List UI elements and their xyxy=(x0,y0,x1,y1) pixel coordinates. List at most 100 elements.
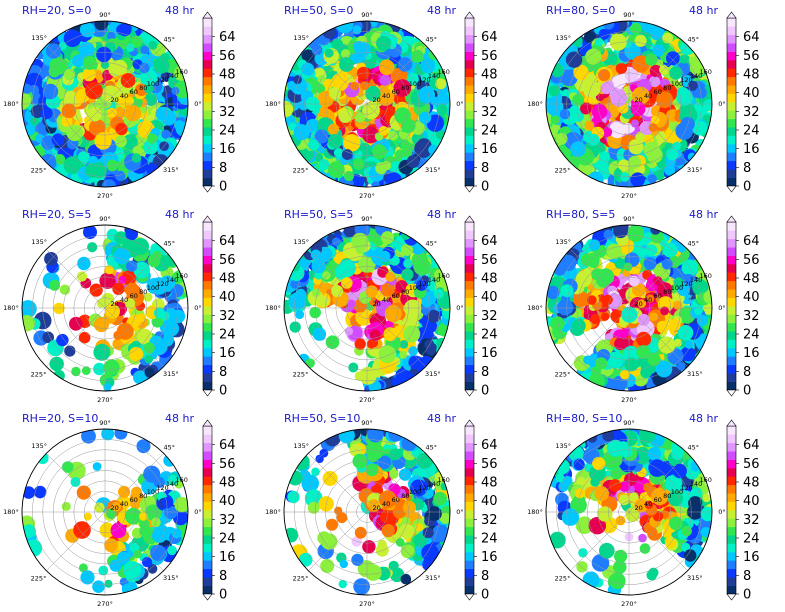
colorbar-segment xyxy=(727,102,736,111)
radial-tick-label: 100 xyxy=(671,284,683,292)
rain-cell xyxy=(284,100,294,118)
azimuth-label: 135° xyxy=(31,238,47,246)
rain-cell xyxy=(314,129,329,144)
rain-cell xyxy=(98,565,109,576)
rain-cell xyxy=(424,339,435,350)
rain-cell xyxy=(69,316,83,331)
rain-cell xyxy=(104,538,119,553)
colorbar-segment xyxy=(727,76,736,86)
colorbar-segment xyxy=(465,230,474,240)
radial-tick-label: 60 xyxy=(130,292,138,300)
colorbar-segment xyxy=(465,272,474,282)
rain-cell xyxy=(647,174,657,184)
rain-cell xyxy=(318,159,330,171)
rain-cell xyxy=(624,68,639,83)
rain-cell xyxy=(648,123,658,132)
colorbar-segment xyxy=(465,160,474,170)
polar-frame xyxy=(283,20,451,188)
azimuth-label: 315° xyxy=(425,166,441,174)
azimuth-label: 0° xyxy=(718,304,725,312)
radial-tick-label: 80 xyxy=(139,288,147,296)
azimuth-label: 270° xyxy=(97,600,113,608)
colorbar-segment xyxy=(203,152,212,162)
colorbar-segment xyxy=(727,314,736,324)
radial-tick-label: 20 xyxy=(372,300,380,308)
polar-chart: 20 40 60 80 1001201401600°45°90°135°180°225°… xyxy=(3,11,236,200)
rain-cell xyxy=(436,104,448,116)
rain-cell xyxy=(44,252,58,266)
rain-cell xyxy=(171,309,186,324)
rain-cell xyxy=(680,116,695,132)
azimuth-label: 270° xyxy=(621,192,637,200)
rain-cell xyxy=(403,258,413,269)
rain-cell xyxy=(344,327,354,336)
azimuth-spoke xyxy=(104,45,164,105)
rain-cell xyxy=(687,80,698,91)
rain-cell xyxy=(376,88,395,106)
colorbar-max-extend xyxy=(202,215,213,223)
rain-cell xyxy=(324,430,341,447)
colorbar-segment xyxy=(727,85,736,94)
colorbar-segment xyxy=(465,169,474,178)
rain-cell xyxy=(407,36,416,45)
rain-cell xyxy=(77,256,91,271)
colorbar-segment xyxy=(465,247,474,256)
colorbar-segment xyxy=(203,297,212,307)
colorbar-segment xyxy=(203,34,212,44)
rain-cell xyxy=(643,141,660,158)
panel-rh80-s0: 20 40 60 80 100 120 140 160 0° 45° 90° 135° 180° 225°… xyxy=(524,0,785,204)
rain-cell xyxy=(420,58,436,73)
rain-cell xyxy=(411,251,429,269)
rain-cell xyxy=(362,101,380,120)
colorbar-segment xyxy=(727,297,736,307)
rain-cell xyxy=(637,313,650,326)
rain-cell xyxy=(587,295,597,305)
rain-cell xyxy=(679,54,689,64)
rain-cell xyxy=(602,127,613,137)
rain-cell xyxy=(601,312,610,321)
rain-cell xyxy=(135,83,148,97)
rain-cell xyxy=(81,366,91,375)
rain-cell xyxy=(550,115,560,125)
colorbar-segment xyxy=(727,144,736,153)
rain-cell xyxy=(161,129,171,139)
rain-cell xyxy=(105,303,120,319)
radial-tick-label: 120 xyxy=(418,280,430,288)
colorbar-tick-label: 0 xyxy=(219,180,227,195)
colorbar-tick-label: 24 xyxy=(743,124,760,139)
panel-rh20-s0: 20 40 60 80 100 120 140 160 0° 45° 90° 135° 180° 225°… xyxy=(0,0,262,204)
colorbar-segment xyxy=(203,43,212,52)
rain-cell xyxy=(583,31,596,44)
rain-cell xyxy=(354,112,366,123)
colorbar-segment xyxy=(203,518,212,528)
colorbar-segment xyxy=(203,381,212,391)
rain-cell xyxy=(672,141,681,151)
colorbar-min-extend xyxy=(726,389,737,397)
azimuth-spoke xyxy=(46,307,106,367)
colorbar-tick-label: 8 xyxy=(743,365,751,380)
rain-cell xyxy=(49,356,64,372)
rain-cell xyxy=(160,311,170,321)
colorbar-segment xyxy=(727,348,736,357)
colorbar-segment xyxy=(203,222,212,231)
rain-cell xyxy=(140,45,149,55)
colorbar-segment xyxy=(203,585,212,595)
rain-cell xyxy=(403,325,421,343)
rain-cell xyxy=(630,101,646,117)
rain-cell xyxy=(139,512,148,521)
rain-cell xyxy=(153,57,170,74)
rain-cell xyxy=(400,573,412,585)
rain-cell xyxy=(606,243,622,260)
colorbar-segment xyxy=(203,426,212,435)
colorbar-segment xyxy=(465,102,474,111)
colorbar-segment xyxy=(465,289,474,298)
colorbar-tick-label: 48 xyxy=(219,68,236,83)
rain-cell xyxy=(143,342,155,354)
azimuth-spoke xyxy=(46,249,106,309)
colorbar-tick-label: 32 xyxy=(481,105,498,120)
azimuth-label: 0° xyxy=(456,304,463,312)
rain-cell xyxy=(83,512,92,521)
azimuth-label: 0° xyxy=(718,100,725,108)
rain-cell xyxy=(565,51,583,68)
colorbar-segment xyxy=(465,85,474,94)
